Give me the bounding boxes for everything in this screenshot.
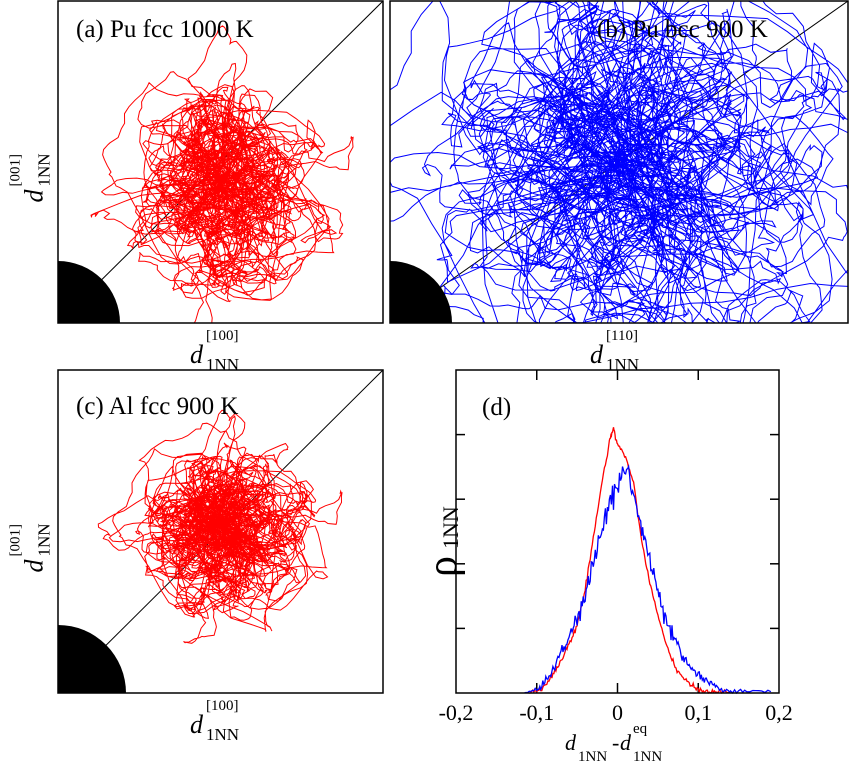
x-tick-label: 0 xyxy=(612,700,623,725)
panel-a-frame xyxy=(57,0,384,324)
red-distribution-curve xyxy=(528,427,731,695)
panel-d xyxy=(455,369,780,695)
panel-a-quarter-disc xyxy=(58,261,120,323)
panel-c-title: (c) Al fcc 900 K xyxy=(76,393,239,420)
panel-d-xlabel: d 1NN - d eq 1NN xyxy=(565,721,663,765)
panel-a xyxy=(57,0,384,324)
x-tick-label: -0,2 xyxy=(438,700,474,725)
panel-a-title: (a) Pu fcc 1000 K xyxy=(76,16,254,43)
panel-c xyxy=(57,369,384,694)
x-tick-label: 0,2 xyxy=(765,700,793,725)
panel-a-ylabel: d [001] 1NN xyxy=(7,153,54,203)
panel-a-trajectory xyxy=(90,25,354,323)
panel-c-frame xyxy=(57,369,384,694)
panel-c-ylabel: d [001] 1NN xyxy=(7,523,54,573)
panel-c-quarter-disc xyxy=(58,625,126,693)
panel-b-title: (b) Pu bcc 900 K xyxy=(597,16,768,43)
panel-b-xlabel: d [110] 1NN xyxy=(590,328,640,374)
x-tick-label: 0,1 xyxy=(684,700,713,725)
panel-c-trajectory xyxy=(97,409,343,644)
panel-d-title: (d) xyxy=(482,394,512,421)
blue-distribution-curve xyxy=(524,464,772,695)
panel-d-frame xyxy=(455,369,780,694)
panel-c-xlabel: d [100] 1NN xyxy=(190,698,240,744)
panel-a-xlabel: d [100] 1NN xyxy=(190,328,240,374)
panel-b-quarter-disc xyxy=(390,261,452,323)
panel-b xyxy=(389,0,849,324)
x-tick-label: -0,1 xyxy=(519,700,555,725)
panel-d-ylabel: ρ 1NN xyxy=(420,506,466,577)
panel-b-frame xyxy=(389,0,849,324)
panel-b-trajectory xyxy=(390,1,848,323)
